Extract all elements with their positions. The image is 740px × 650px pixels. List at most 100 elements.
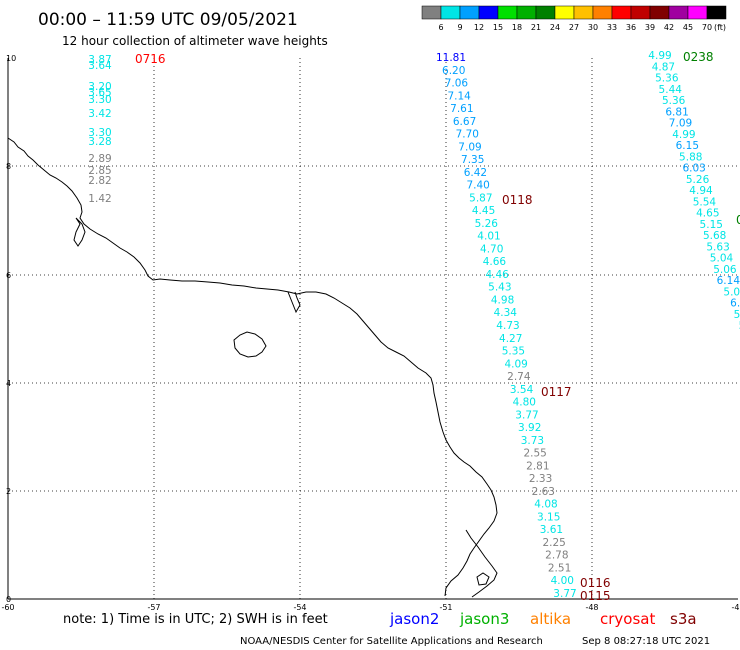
wave-height-value: 3.54 (510, 384, 534, 396)
wave-height-value: 6.14 (717, 275, 740, 287)
coast-islet (476, 572, 490, 586)
x-tick-label: -54 (293, 603, 306, 612)
wave-height-value: 3.28 (88, 136, 111, 148)
satellite-key: jason2 jason3 altika cryosat s3a (389, 610, 697, 628)
wave-height-value: 5.36 (662, 95, 686, 107)
wave-height-value: 5.87 (469, 192, 492, 204)
wave-height-value: 2.81 (526, 460, 549, 472)
wave-height-value: 4.94 (689, 185, 713, 197)
wave-height-value: 3.77 (553, 588, 576, 600)
coast-estuary (465, 529, 498, 598)
y-tick-label: 4 (6, 379, 11, 388)
wave-height-value: 4.34 (494, 307, 518, 319)
pass-time-label: 0115 (580, 589, 611, 603)
wave-height-value: 2.78 (545, 550, 568, 562)
legend-swatch (706, 5, 727, 20)
legend-tick-label: 15 (493, 23, 503, 32)
wave-height-value: 4.70 (480, 243, 503, 255)
legend-tick-label: 24 (550, 23, 560, 32)
wave-height-value: 4.00 (551, 575, 574, 587)
x-tick-label: -51 (439, 603, 452, 612)
legend-swatch (573, 5, 594, 20)
pass-time-label: 0116 (580, 576, 611, 590)
wave-height-value: 2.89 (88, 153, 111, 165)
river-mouth (287, 291, 301, 314)
legend-unit: (ft) (714, 23, 726, 32)
legend-tick-label: 27 (569, 23, 579, 32)
wave-height-value: 5.68 (703, 230, 726, 242)
wave-height-value: 7.61 (450, 103, 473, 115)
legend-swatch (687, 5, 708, 20)
wave-height-value: 5.44 (659, 84, 683, 96)
wave-height-value: 5. (734, 309, 740, 321)
wave-height-value: 3.73 (521, 435, 544, 447)
satellite-name: s3a (670, 610, 697, 628)
wave-height-value: 5.36 (655, 73, 679, 85)
wave-height-value: 3.61 (540, 524, 563, 536)
wave-height-value: 5.35 (502, 346, 525, 358)
legend-swatch (592, 5, 613, 20)
legend-tick-label: 18 (512, 23, 522, 32)
legend-tick-label: 45 (683, 23, 693, 32)
chart-title: 00:00 – 11:59 UTC 09/05/2021 (38, 10, 298, 30)
units-note: note: 1) Time is in UTC; 2) SWH is in fe… (63, 612, 328, 627)
wave-height-value: 4.65 (696, 208, 719, 220)
wave-height-value: 4.99 (672, 129, 695, 141)
altimeter-tracks: 3.873.643.203.653.303.423.303.282.892.85… (88, 50, 740, 603)
wave-height-value: 7.09 (458, 141, 481, 153)
y-tick-label: 6 (6, 271, 11, 280)
wave-height-value: 2.33 (529, 473, 552, 485)
coastline-main (7, 137, 498, 597)
wave-height-value: 2.55 (523, 448, 546, 460)
wave-height-value: 5.0 (723, 286, 740, 298)
wave-height-value: 3.65 (88, 87, 111, 99)
wave-height-value: 4.73 (496, 320, 519, 332)
wave-height-value: 1.42 (88, 193, 111, 205)
lat-lon-grid (7, 58, 738, 600)
wave-height-value: 4.45 (472, 205, 495, 217)
timestamp-text: Sep 8 08:27:18 UTC 2021 (582, 636, 710, 647)
legend-tick-label: 42 (664, 23, 674, 32)
wave-height-value: 2.85 (88, 165, 111, 177)
wave-height-value: 5.06 (713, 264, 737, 276)
axis-labels: -60 -57 -54 -51 -48 -45 0 2 4 6 8 10 (1, 54, 740, 612)
wave-height-value: 3.92 (518, 422, 541, 434)
wave-height-value: 3.30 (88, 127, 111, 139)
chart-subtitle: 12 hour collection of altimeter wave hei… (62, 34, 328, 48)
y-tick-label: 2 (6, 487, 11, 496)
wave-height-value: 5.26 (686, 174, 710, 186)
wave-height-value: 7.40 (466, 180, 489, 192)
legend-tick-label: 6 (438, 23, 443, 32)
satellite-name: altika (530, 610, 571, 628)
wave-height-value: 3.87 (88, 54, 111, 66)
legend-tick-label: 12 (474, 23, 484, 32)
legend-tick-label: 9 (457, 23, 462, 32)
coastline-inlet (73, 217, 86, 247)
wave-height-value: 2.63 (532, 486, 555, 498)
legend-tick-label: 39 (645, 23, 655, 32)
wave-height-value: 11.81 (436, 52, 466, 64)
wave-height-value: 5.63 (706, 241, 729, 253)
legend-swatch (440, 5, 461, 20)
wave-height-value: 6.67 (453, 116, 476, 128)
wave-height-value: 7.09 (669, 118, 692, 130)
wave-height-value: 2.82 (88, 175, 111, 187)
wave-height-value: 5.43 (488, 282, 511, 294)
legend-tick-label: 70 (702, 23, 712, 32)
wave-height-value: 7.70 (456, 129, 479, 141)
satellite-name: jason2 (389, 610, 439, 628)
x-tick-label: -45 (731, 603, 740, 612)
x-tick-label: -48 (585, 603, 598, 612)
wave-height-value: 5 (739, 320, 740, 332)
wave-height-value: 5.04 (710, 253, 734, 265)
wave-height-value: 4.80 (513, 397, 536, 409)
legend-tick-label: 21 (531, 23, 541, 32)
wave-height-value: 5.88 (679, 151, 702, 163)
pass-time-label: 0716 (135, 52, 166, 66)
wave-height-value: 6.15 (676, 140, 699, 152)
wave-height-value: 4.87 (652, 61, 675, 73)
legend-tick-label: 30 (588, 23, 598, 32)
wave-height-value: 5.15 (700, 219, 723, 231)
satellite-name: cryosat (600, 610, 655, 628)
legend-tick-label: 33 (607, 23, 617, 32)
